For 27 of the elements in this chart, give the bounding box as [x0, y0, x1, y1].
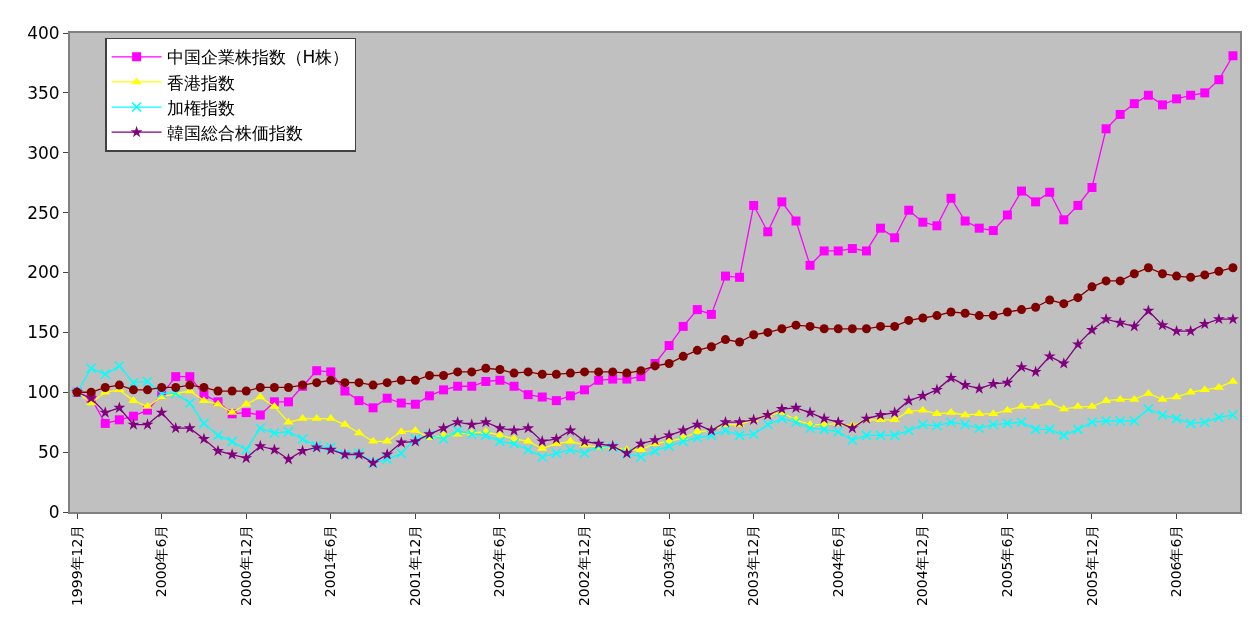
- y-tick-label: 300: [27, 142, 60, 163]
- y-tick-label: 150: [27, 322, 60, 343]
- x-tick-label: 2000年6月: [153, 524, 170, 598]
- y-tick-label: 400: [27, 22, 60, 43]
- x-tick-label: 2005年6月: [998, 524, 1015, 598]
- legend-label: 韓国総合株価指数: [166, 122, 303, 143]
- x-tick-label: 1999年12月: [68, 524, 85, 607]
- legend-label: 加権指数: [166, 97, 235, 118]
- y-tick-label: 100: [27, 382, 60, 403]
- x-tick-label: 2002年12月: [576, 524, 593, 607]
- x-tick-label: 2004年6月: [829, 524, 846, 598]
- x-tick-label: 2006年6月: [1168, 524, 1185, 598]
- y-tick-label: 200: [27, 262, 60, 283]
- x-tick-label: 2004年12月: [914, 524, 931, 607]
- x-tick-label: 2001年12月: [406, 524, 423, 607]
- x-tick-label: 2002年6月: [491, 524, 508, 598]
- x-tick-label: 2003年6月: [660, 524, 677, 598]
- legend-label: 香港指数: [166, 72, 235, 93]
- y-tick-label: 0: [48, 501, 60, 522]
- x-tick-label: 2003年12月: [745, 524, 762, 607]
- y-tick-label: 50: [37, 442, 60, 463]
- x-tick-label: 2005年12月: [1083, 524, 1100, 607]
- x-tick-label: 2000年12月: [237, 524, 254, 607]
- legend-label: 中国企業株指数（H株）: [166, 47, 350, 68]
- y-tick-label: 350: [27, 82, 60, 103]
- y-tick-label: 250: [27, 202, 60, 223]
- x-tick-label: 2001年6月: [322, 524, 339, 598]
